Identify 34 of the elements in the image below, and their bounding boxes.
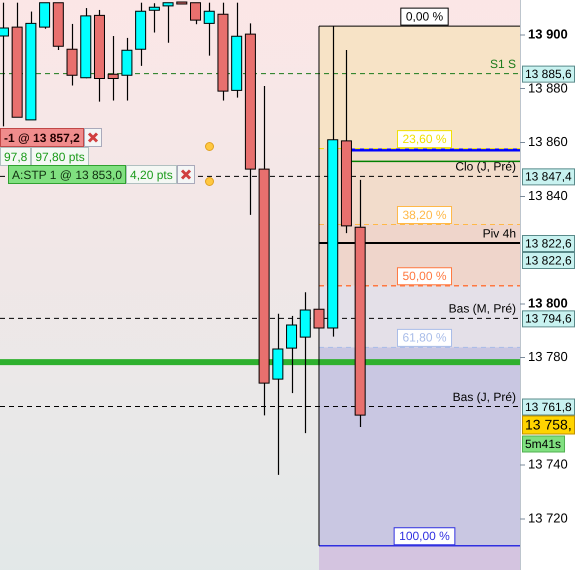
text: 13 758,	[525, 416, 572, 432]
y-tick-label: 13 880	[528, 80, 568, 96]
y-tick-label: 13 900	[528, 26, 568, 42]
ref-line-label: Bas (J, Pré)	[452, 390, 516, 404]
text: 13 822,6	[525, 253, 572, 268]
text: 13 794,6	[525, 312, 572, 326]
annotation: 50,00 %	[402, 269, 447, 284]
y-tick-label: 13 860	[528, 134, 568, 150]
y-tick-label: 13 840	[528, 188, 568, 203]
annotation: 100,00 %	[399, 529, 450, 544]
annotation: A:STP 1 @ 13 853,0	[8, 165, 126, 184]
ref-line-label: Bas (M, Pré)	[448, 302, 516, 316]
text: 5m41s	[525, 436, 562, 451]
ref-line-label: S1 S	[490, 56, 516, 71]
annotation: 4,20 pts	[126, 165, 177, 184]
ref-line-label: Piv 4h	[482, 226, 516, 240]
annotation: 61,80 %	[402, 330, 447, 345]
text: 13 847,4	[525, 170, 572, 184]
annotation: 23,60 %	[402, 132, 447, 146]
candlestick	[204, 2, 215, 56]
annotation: 38,20 %	[402, 208, 447, 222]
text: 13 761,8	[525, 400, 572, 414]
annotation: -1 @ 13 857,2	[0, 128, 84, 147]
y-tick-label: 13 720	[528, 510, 568, 526]
text: 13 885,6	[525, 66, 572, 81]
candlestick	[108, 35, 119, 102]
annotation: 0,00 %	[406, 9, 444, 24]
y-tick-label: 13 780	[528, 349, 568, 364]
annotation: 97,80 pts	[31, 147, 89, 166]
text: 13 822,6	[525, 236, 572, 250]
y-tick-label: 13 800	[528, 295, 568, 310]
ref-line-label: Clo (J, Pré)	[455, 160, 516, 174]
annotation: 97,8	[0, 147, 32, 166]
y-tick-label: 13 740	[528, 456, 568, 472]
